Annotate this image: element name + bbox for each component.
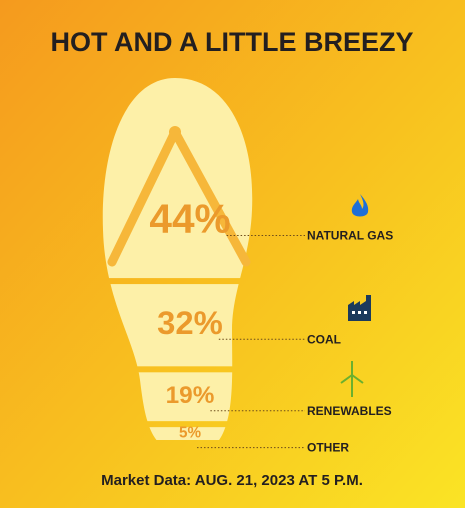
- value-label: 44%: [149, 195, 230, 241]
- footer: Market Data: AUG. 21, 2023 AT 5 P.M.: [101, 472, 363, 489]
- value-label: 5%: [179, 425, 201, 442]
- category-label: NATURAL GAS: [307, 229, 393, 243]
- category-label: COAL: [307, 332, 341, 346]
- category-label: OTHER: [307, 441, 349, 455]
- value-label: 32%: [157, 304, 223, 341]
- value-label: 19%: [166, 382, 215, 409]
- category-label: RENEWABLES: [307, 404, 392, 418]
- infographic: HOT AND A LITTLE BREEZY 44% NATURAL GAS 32…: [0, 0, 465, 508]
- title: HOT AND A LITTLE BREEZY: [51, 27, 414, 57]
